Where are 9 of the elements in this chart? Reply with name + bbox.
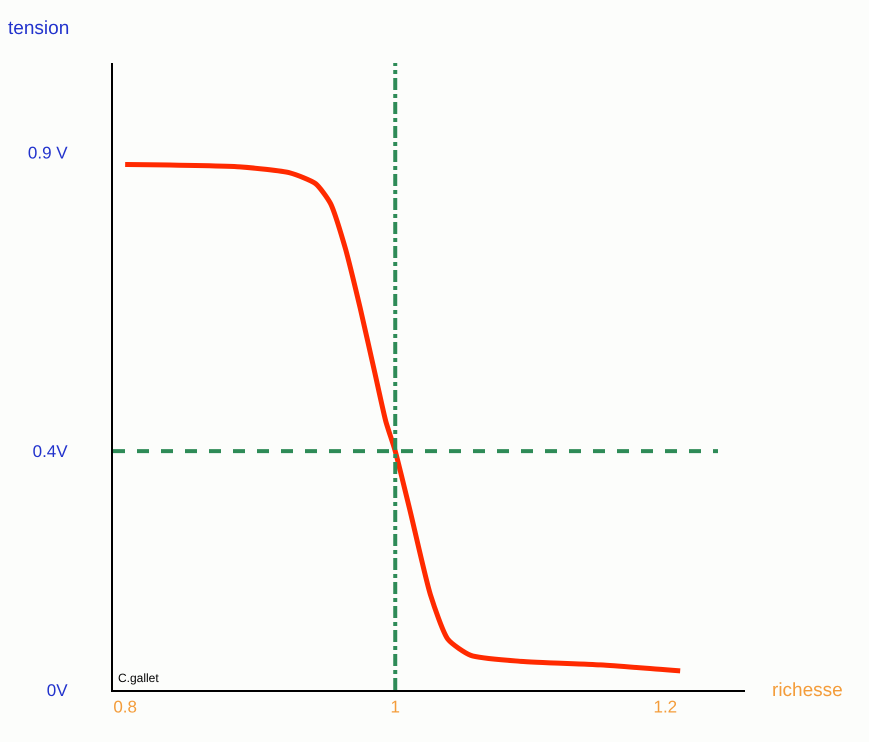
x-tick-label: 0.8 [113, 697, 137, 716]
x-tick-label: 1.2 [654, 697, 678, 716]
annotation: C.gallet [118, 671, 160, 685]
x-axis-title: richesse [772, 680, 843, 701]
y-axis-title: tension [8, 18, 70, 39]
x-tick-label: 1 [390, 697, 400, 716]
y-tick-label: 0V [46, 680, 68, 700]
y-tick-label: 0.9 V [28, 144, 68, 163]
y-tick-label: 0.4V [32, 442, 68, 462]
